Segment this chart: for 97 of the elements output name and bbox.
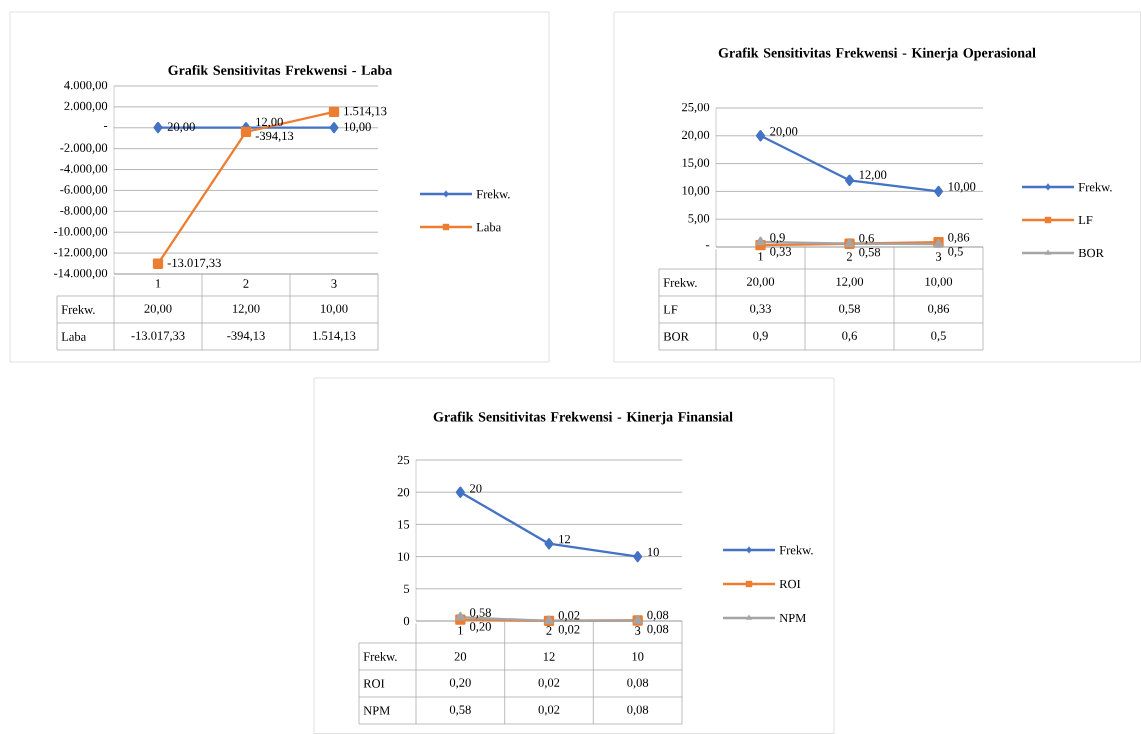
text: NPM <box>363 706 390 715</box>
data-label: 1.514,13 <box>313 331 356 342</box>
y-tick-label: 15,00 <box>682 158 710 169</box>
text: 0,08 <box>647 624 669 635</box>
data-label: -394,13 <box>227 331 265 342</box>
data-label: 0,08 <box>627 705 649 716</box>
data-label: 20,00 <box>144 304 172 315</box>
legend-label: Frekw. <box>1078 182 1112 192</box>
chart-title: Grafik Sensitivitas Frekwensi - Laba <box>168 64 393 75</box>
text: BOR <box>663 332 689 341</box>
legend-label: LF <box>1078 215 1093 225</box>
text: 12 <box>559 534 571 544</box>
text: 0,02 <box>558 625 580 636</box>
text: 0,5 <box>948 247 963 258</box>
data-label: 0,6 <box>842 331 857 342</box>
text: Frekw. <box>363 652 397 661</box>
y-tick-label: 5 <box>404 584 410 593</box>
data-label: 0,20 <box>449 678 471 689</box>
text: -394,13 <box>255 131 294 142</box>
legend-label: Frekw. <box>476 189 510 199</box>
text: ROI <box>363 679 385 688</box>
text: 0,20 <box>470 622 491 633</box>
text: 12,00 <box>256 117 283 128</box>
data-label: 0,9 <box>753 331 768 342</box>
x-tick-label: 3 <box>635 626 641 635</box>
y-tick-label: 15 <box>398 520 410 529</box>
y-tick-label: 5,00 <box>688 214 710 225</box>
y-tick-label: 20 <box>397 487 410 497</box>
legend-label: BOR <box>1078 248 1104 258</box>
y-tick-label: -2.000,00 <box>60 143 108 154</box>
legend-label: Laba <box>476 222 502 232</box>
y-tick-label: -4.000,00 <box>60 164 108 175</box>
data-label: 10,00 <box>925 277 953 288</box>
text: 0,58 <box>859 247 881 259</box>
text: 0,9 <box>770 233 785 244</box>
text: 0,58 <box>470 608 491 619</box>
data-label: 0,5 <box>931 331 946 342</box>
data-label: 10,00 <box>321 304 348 315</box>
text: 1.514,13 <box>344 106 387 118</box>
text: Laba <box>61 332 87 341</box>
text: 12,00 <box>859 170 887 181</box>
data-label: 0,58 <box>839 304 860 315</box>
chart-title: Grafik Sensitivitas Frekwensi - Kinerja Operasional <box>718 47 1036 61</box>
y-tick-label: 25 <box>397 455 410 465</box>
data-label: 0,08 <box>627 678 649 689</box>
text: 10 <box>647 547 659 557</box>
data-label: 20 <box>454 652 467 661</box>
data-label: 0,02 <box>538 678 560 689</box>
text: LF <box>663 305 678 314</box>
data-label: 0,58 <box>449 705 471 716</box>
x-tick-label: 3 <box>935 252 942 261</box>
data-label: 20,00 <box>746 277 775 288</box>
y-tick-label: -12.000,00 <box>53 247 108 259</box>
text: 20 <box>470 484 482 493</box>
y-tick-label: 2.000,00 <box>64 101 108 112</box>
x-tick-label: 2 <box>846 252 852 261</box>
legend-label: ROI <box>779 579 801 589</box>
data-label: 0,86 <box>928 304 950 315</box>
legend-label: NPM <box>779 613 806 623</box>
data-label: 10 <box>632 652 644 661</box>
x-tick-label: 1 <box>758 252 763 261</box>
x-tick-label: 2 <box>243 279 249 288</box>
y-tick-label: 20,00 <box>682 130 710 141</box>
text: -13.017,33 <box>167 258 221 269</box>
data-label: 0,33 <box>750 304 771 315</box>
data-label: 0,02 <box>538 705 560 716</box>
y-tick-label: -10.000,00 <box>53 227 108 238</box>
y-tick-label: 0 <box>403 616 410 626</box>
data-label: 12 <box>543 652 555 661</box>
text: 0,02 <box>558 611 580 622</box>
y-tick-label: 10,00 <box>682 186 710 197</box>
y-tick-label: - <box>103 126 108 127</box>
y-tick-label: -6.000,00 <box>60 185 108 196</box>
y-tick-label: - <box>705 245 710 247</box>
text: 10,00 <box>344 122 371 133</box>
data-label: 12,00 <box>836 277 864 288</box>
y-tick-label: 10 <box>398 552 410 561</box>
text: 20,00 <box>770 127 798 138</box>
text: 10,00 <box>948 182 976 193</box>
text: 0,86 <box>948 233 970 244</box>
chart-title: Grafik Sensitivitas Frekwensi - Kinerja Finansial <box>433 411 733 425</box>
x-tick-label: 1 <box>458 626 463 635</box>
legend-label: Frekw. <box>779 545 813 555</box>
x-tick-label: 2 <box>546 626 552 635</box>
data-label: 12,00 <box>233 304 260 315</box>
text: 0,08 <box>647 610 669 621</box>
text: Frekw. <box>61 305 95 314</box>
y-tick-label: -8.000,00 <box>60 206 108 217</box>
y-tick-label: 4.000,00 <box>64 80 108 92</box>
x-tick-label: 1 <box>155 279 161 288</box>
y-tick-label: -14.000,00 <box>53 268 108 280</box>
data-label: -13.017,33 <box>131 331 185 342</box>
text: 0,6 <box>859 233 874 245</box>
text: Frekw. <box>663 278 697 287</box>
text: 0,33 <box>770 247 792 258</box>
x-tick-label: 3 <box>331 279 337 288</box>
y-tick-label: 25,00 <box>682 102 710 114</box>
